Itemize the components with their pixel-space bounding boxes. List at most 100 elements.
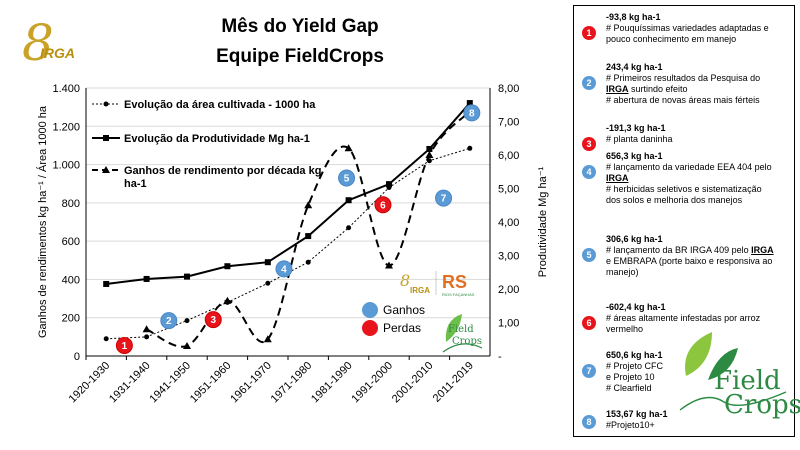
x-tick-label: 1951-1960 bbox=[188, 360, 234, 406]
marker-label-5: 5 bbox=[344, 173, 350, 184]
marker-3 bbox=[204, 311, 222, 329]
leaf-icon bbox=[445, 314, 462, 342]
fieldcrops-word-1: Field bbox=[714, 366, 781, 396]
note-text: 243,4 kg ha-1 # Primeiros resultados da P… bbox=[606, 62, 792, 106]
note-line: e Projeto 10 bbox=[606, 372, 655, 382]
x-tick-label: 1971-1980 bbox=[269, 360, 315, 406]
marker-label-1: 1 bbox=[122, 341, 128, 352]
note-value: 656,3 kg ha-1 bbox=[606, 151, 663, 161]
right-tick-label: 6,00 bbox=[498, 150, 519, 162]
note-line: # Clearfield bbox=[606, 383, 652, 393]
note-line: pouco conhecimento em manejo bbox=[606, 34, 737, 44]
note-value: -602,4 kg ha-1 bbox=[606, 302, 666, 312]
note-line: vermelho bbox=[606, 324, 644, 334]
note-text: -93,8 kg ha-1 # Pouquíssimas variedades a… bbox=[606, 12, 792, 45]
marker-5 bbox=[338, 169, 356, 187]
gain-point bbox=[263, 335, 272, 343]
right-tick-label: - bbox=[498, 351, 502, 363]
fieldcrops-small-logo: Field Crops bbox=[440, 312, 484, 354]
gain-point bbox=[304, 201, 313, 209]
title-line-1: Mês do Yield Gap bbox=[221, 16, 379, 37]
note-value: 650,6 kg ha-1 bbox=[606, 350, 663, 360]
perdas-key-dot bbox=[362, 320, 378, 336]
notes-panel: 1 -93,8 kg ha-1 # Pouquíssimas variedades … bbox=[573, 5, 795, 437]
note-line: # planta daninha bbox=[606, 134, 673, 144]
area-point bbox=[305, 259, 311, 265]
area-point bbox=[346, 225, 352, 231]
fieldcrops-word-2: Crops bbox=[724, 390, 800, 420]
note-line: IRGA surtindo efeito bbox=[606, 84, 688, 94]
note-badge-2: 2 bbox=[582, 76, 596, 90]
gain-point bbox=[183, 341, 191, 349]
legend-label: Evolução da Produtividade Mg ha-1 bbox=[124, 133, 310, 145]
marker-label-6: 6 bbox=[380, 200, 386, 211]
productivity-point bbox=[426, 145, 433, 152]
productivity-point bbox=[345, 197, 352, 204]
fieldcrops-leaf-dark-icon bbox=[708, 348, 738, 380]
note-badge-7: 7 bbox=[582, 364, 596, 378]
note-text: 656,3 kg ha-1 # lançamento da variedade E… bbox=[606, 151, 792, 206]
marker-label-2: 2 bbox=[166, 316, 172, 327]
note-line: # lançamento da variedade EEA 404 pelo bbox=[606, 162, 772, 172]
gain-point bbox=[425, 151, 434, 158]
right-tick-label: 2,00 bbox=[498, 284, 519, 296]
note-text: 153,67 kg ha-1 #Projeto10+ bbox=[606, 409, 792, 431]
partner-logos: 8 IRGA RS RIOS FAÇANHAS bbox=[398, 268, 478, 298]
note-line: IRGA bbox=[606, 173, 629, 183]
note-text: 306,6 kg ha-1 # lançamento da BR IRGA 409… bbox=[606, 234, 792, 278]
legend-label: Evolução da área cultivada - 1000 ha bbox=[124, 99, 316, 111]
note-badge-4: 4 bbox=[582, 165, 596, 179]
left-tick-label: 1.400 bbox=[52, 83, 80, 95]
fieldcrops-small-word-2: Crops bbox=[452, 336, 482, 347]
note-value: 306,6 kg ha-1 bbox=[606, 234, 663, 244]
productivity-point bbox=[184, 273, 190, 280]
note-line: # Pouquíssimas variedades adaptadas e bbox=[606, 23, 769, 33]
productivity-point bbox=[103, 280, 110, 287]
x-tick-label: 1991-2000 bbox=[349, 360, 395, 406]
note-value: 153,67 kg ha-1 bbox=[606, 409, 668, 419]
irga-mini-emblem-icon: 8 bbox=[400, 271, 410, 290]
note-line: # herbicidas seletivos e sistematização bbox=[606, 184, 762, 194]
perdas-key-label: Perdas bbox=[383, 321, 421, 335]
left-tick-label: 200 bbox=[62, 313, 80, 325]
legend-productivity-marker bbox=[103, 135, 109, 141]
series-productivity-line bbox=[106, 102, 471, 285]
productivity-point bbox=[466, 100, 473, 107]
x-tick-label: 1941-1950 bbox=[147, 360, 193, 406]
left-tick-label: 600 bbox=[62, 236, 80, 248]
area-point bbox=[103, 336, 109, 342]
x-tick-label: 2011-2019 bbox=[431, 360, 476, 405]
fieldcrops-logo: Field Crops bbox=[678, 330, 800, 420]
note-line: #Projeto10+ bbox=[606, 420, 655, 430]
area-point bbox=[144, 334, 150, 340]
note-badge-8: 8 bbox=[582, 415, 596, 429]
right-tick-label: 8,00 bbox=[498, 83, 519, 95]
title-line-2: Equipe FieldCrops bbox=[216, 46, 384, 67]
note-badge-3: 3 bbox=[582, 137, 596, 151]
note-badge-1: 1 bbox=[582, 26, 596, 40]
irga-logo-text: IRGA bbox=[40, 45, 75, 61]
marker-2 bbox=[160, 312, 178, 330]
fieldcrops-leaf-icon bbox=[685, 332, 712, 376]
left-tick-label: 1.000 bbox=[52, 160, 80, 172]
x-tick-label: 1981-1990 bbox=[309, 360, 355, 406]
y-axis-label-right: Produtividade Mg ha⁻¹ bbox=[537, 166, 549, 277]
productivity-point bbox=[143, 275, 150, 282]
gain-point bbox=[385, 261, 393, 269]
marker-8 bbox=[463, 104, 481, 122]
left-tick-label: 800 bbox=[62, 198, 80, 210]
productivity-point bbox=[386, 181, 392, 188]
x-tick-label: 1961-1970 bbox=[228, 360, 274, 406]
marker-label-4: 4 bbox=[281, 264, 287, 275]
note-line: # abertura de novas áreas mais férteis bbox=[606, 95, 760, 105]
note-line: e EMBRAPA (porte baixo e responsiva ao bbox=[606, 256, 773, 266]
left-tick-label: 400 bbox=[62, 274, 80, 286]
x-tick-label: 2001-2010 bbox=[390, 360, 436, 406]
note-text: -602,4 kg ha-1 # áreas altamente infestad… bbox=[606, 302, 792, 335]
legend-gain-marker bbox=[102, 166, 110, 173]
marker-7 bbox=[435, 189, 453, 207]
rs-logo-subtitle: RIOS FAÇANHAS bbox=[442, 292, 475, 297]
note-value: -93,8 kg ha-1 bbox=[606, 12, 661, 22]
note-value: -191,3 kg ha-1 bbox=[606, 123, 666, 133]
irga-mini-text: IRGA bbox=[410, 286, 430, 295]
